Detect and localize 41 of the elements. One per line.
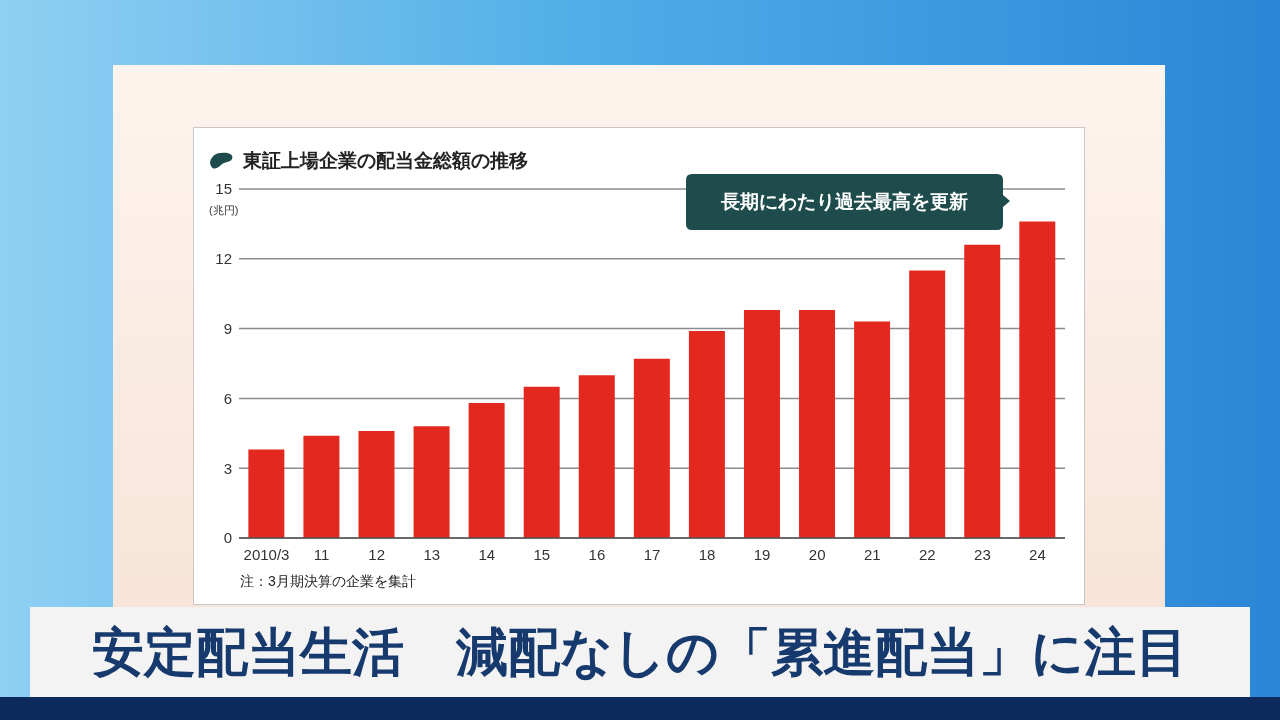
y-tick-label: 9 [223, 319, 232, 337]
x-tick-label: 24 [1029, 545, 1046, 563]
x-tick-label: 12 [368, 545, 386, 563]
bar [468, 403, 505, 538]
x-tick-label: 18 [698, 545, 716, 563]
x-tick-label: 22 [918, 545, 936, 563]
bar [743, 309, 780, 538]
y-tick-label: 0 [223, 529, 232, 547]
x-tick-label: 16 [588, 545, 606, 563]
y-tick-label: 6 [223, 389, 232, 407]
bar [964, 244, 1001, 538]
bar [633, 358, 670, 538]
bar [413, 426, 450, 538]
bar [523, 386, 560, 538]
y-tick-label: 3 [223, 459, 232, 477]
bar [578, 375, 615, 538]
bar [688, 330, 725, 538]
bar [358, 430, 395, 538]
y-axis-title: (兆円) [209, 204, 239, 216]
x-tick-label: 11 [313, 545, 330, 563]
x-tick-label: 15 [533, 545, 551, 563]
bar [1019, 221, 1056, 538]
bar [799, 309, 836, 538]
x-tick-label: 19 [753, 545, 771, 563]
bar [854, 321, 891, 538]
y-tick-label: 15 [215, 180, 232, 198]
chart-title: 東証上場企業の配当金総額の推移 [243, 150, 528, 171]
x-tick-label: 23 [974, 545, 991, 563]
x-tick-label: 2010/3 [243, 545, 290, 563]
x-tick-label: 20 [808, 545, 826, 563]
bar [303, 435, 340, 538]
y-tick-label: 12 [215, 250, 232, 268]
x-tick-label: 14 [478, 545, 496, 563]
bar [248, 449, 285, 538]
x-tick-label: 21 [863, 545, 881, 563]
text: 安定配当生活 減配なしの「累進配当」に注目 [92, 622, 1188, 683]
text: 注：3月期決算の企業を集計 [240, 573, 416, 589]
x-tick-label: 13 [423, 545, 441, 563]
x-tick-label: 17 [643, 545, 661, 563]
bar [909, 270, 946, 538]
annotation: 長期にわたり過去最高を更新 [721, 190, 968, 214]
